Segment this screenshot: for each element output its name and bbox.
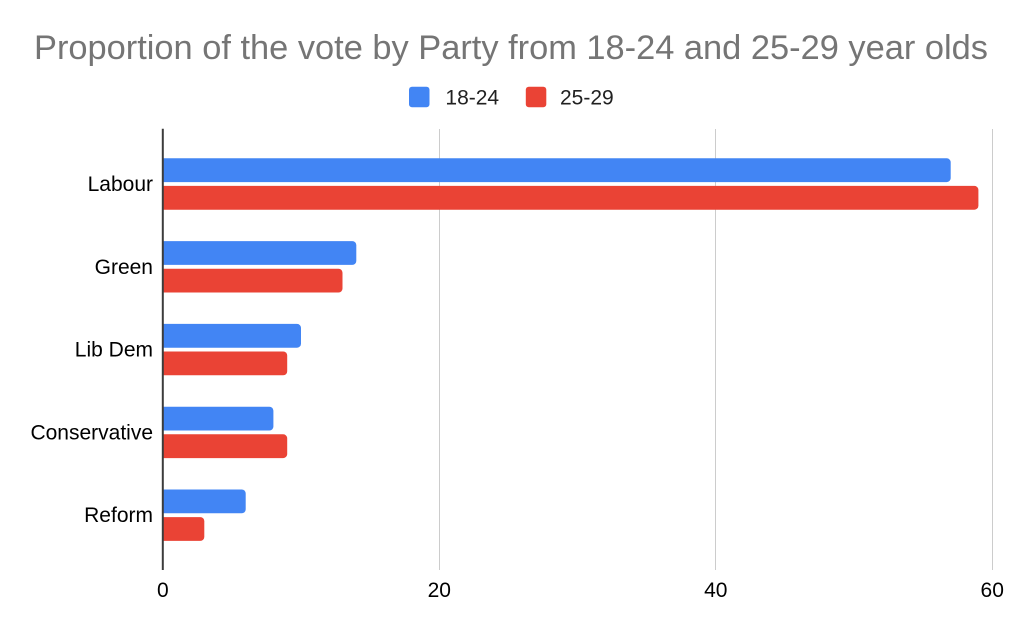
svg-text:Reform: Reform bbox=[84, 504, 153, 527]
svg-text:60: 60 bbox=[981, 579, 1004, 602]
svg-text:20: 20 bbox=[428, 579, 451, 602]
svg-text:40: 40 bbox=[704, 579, 727, 602]
svg-text:0: 0 bbox=[157, 579, 169, 602]
svg-text:Proportion of the vote by Part: Proportion of the vote by Party from 18-… bbox=[34, 29, 988, 67]
svg-text:Lib Dem: Lib Dem bbox=[75, 339, 153, 362]
svg-text:18-24: 18-24 bbox=[445, 87, 499, 110]
svg-text:Green: Green bbox=[95, 256, 153, 279]
svg-text:25-29: 25-29 bbox=[560, 87, 614, 110]
svg-text:Conservative: Conservative bbox=[30, 421, 153, 444]
svg-text:Labour: Labour bbox=[88, 173, 153, 196]
